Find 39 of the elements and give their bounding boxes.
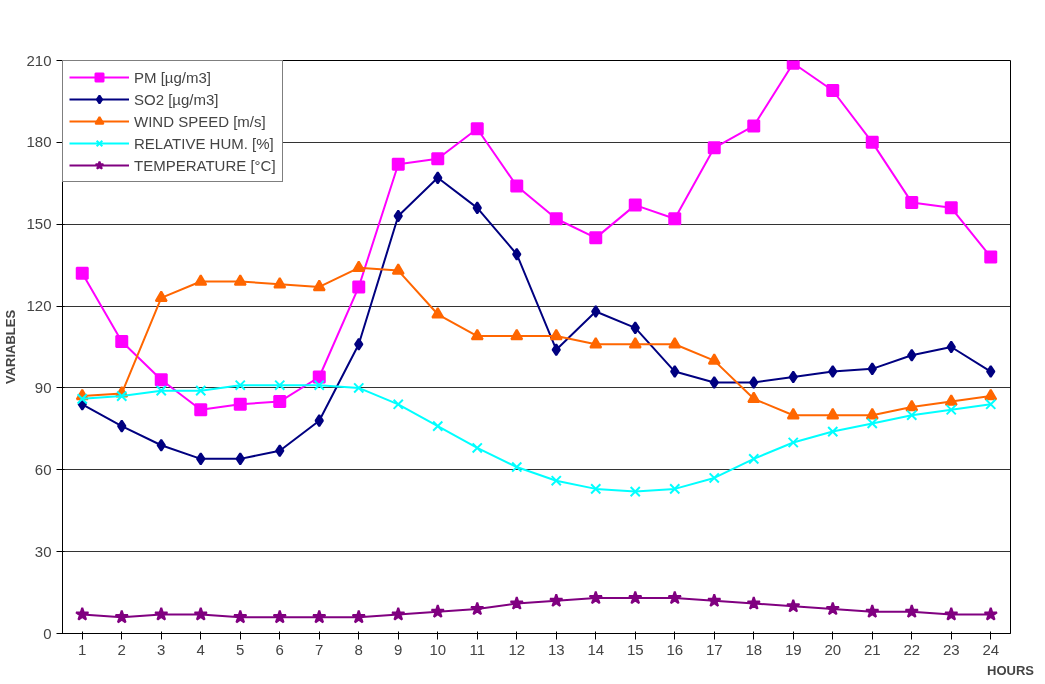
x-tick-label: 6 (275, 640, 284, 658)
y-tick-label: 30 (34, 542, 52, 560)
x-tick-label: 15 (626, 640, 644, 658)
legend-label: WIND SPEED [m/s] (134, 112, 266, 130)
x-tick-label: 8 (354, 640, 363, 658)
x-tick-label: 4 (196, 640, 205, 658)
legend-label: SO2 [µg/m3] (134, 90, 219, 108)
x-tick-label: 24 (982, 640, 1000, 658)
x-tick-label: 23 (942, 640, 960, 658)
x-tick-label: 16 (666, 640, 684, 658)
x-axis-title: HOURS (987, 662, 1035, 678)
x-tick-label: 19 (784, 640, 802, 658)
legend-label: PM [µg/m3] (134, 68, 211, 86)
x-tick-label: 13 (547, 640, 565, 658)
x-tick-label: 14 (587, 640, 605, 658)
x-tick-label: 2 (117, 640, 126, 658)
x-tick-label: 17 (705, 640, 723, 658)
x-tick-label: 12 (508, 640, 526, 658)
x-tick-label: 22 (903, 640, 921, 658)
y-tick-label: 210 (26, 51, 52, 69)
x-tick-label: 1 (78, 640, 87, 658)
x-tick-label: 10 (429, 640, 447, 658)
y-tick-label: 0 (43, 624, 52, 642)
x-tick-label: 9 (394, 640, 403, 658)
legend-label: RELATIVE HUM. [%] (134, 134, 274, 152)
x-tick-label: 7 (315, 640, 324, 658)
y-tick-label: 120 (26, 297, 52, 315)
x-tick-label: 18 (745, 640, 763, 658)
legend-label: TEMPERATURE [°C] (134, 156, 276, 174)
x-tick-label: 21 (863, 640, 881, 658)
x-tick-label: 11 (469, 640, 486, 658)
y-tick-label: 60 (34, 460, 52, 478)
y-tick-label: 180 (26, 133, 52, 151)
x-tick-label: 20 (824, 640, 842, 658)
y-axis-title: VARIABLES (3, 309, 19, 385)
x-tick-label: 3 (157, 640, 166, 658)
y-tick-label: 90 (34, 378, 52, 396)
y-tick-label: 150 (26, 215, 52, 233)
x-tick-label: 5 (236, 640, 245, 658)
